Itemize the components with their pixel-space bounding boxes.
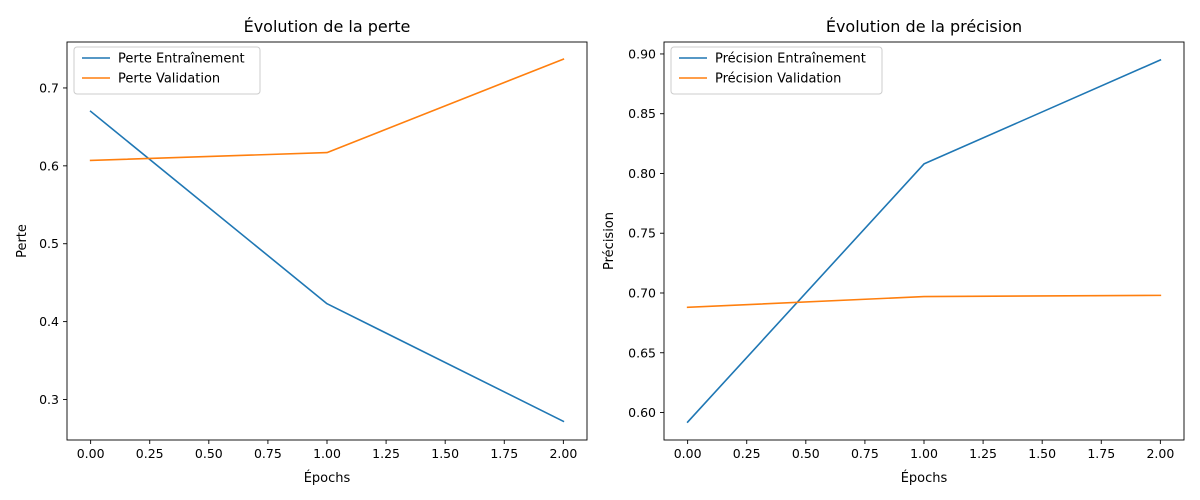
accuracy-x-tick-label: 2.00 bbox=[1146, 446, 1174, 461]
loss-y-tick-label: 0.3 bbox=[39, 392, 59, 407]
loss-legend: Perte Entraînement Perte Validation bbox=[73, 46, 261, 95]
loss-y-tick-label: 0.4 bbox=[39, 314, 59, 329]
loss-plot-frame bbox=[66, 41, 588, 441]
accuracy-x-tick-label: 0.25 bbox=[733, 446, 761, 461]
accuracy-y-tick-label: 0.65 bbox=[628, 345, 656, 360]
accuracy-x-tick-label: 0.50 bbox=[792, 446, 820, 461]
loss-x-tick-label: 1.50 bbox=[431, 446, 459, 461]
loss-x-tick-label: 0.50 bbox=[195, 446, 223, 461]
accuracy-x-tick-label: 1.25 bbox=[969, 446, 997, 461]
accuracy-legend-label-1: Précision Entraînement bbox=[715, 52, 866, 67]
accuracy-y-tick-label: 0.75 bbox=[628, 226, 656, 241]
loss-x-axis-label: Épochs bbox=[304, 470, 351, 486]
loss-y-tick-label: 0.6 bbox=[39, 158, 59, 173]
loss-y-axis-label: Perte bbox=[15, 224, 30, 258]
loss-series-line-2 bbox=[89, 58, 565, 162]
loss-x-tick-label: 1.75 bbox=[490, 446, 518, 461]
loss-x-tick-label: 0.75 bbox=[254, 446, 282, 461]
accuracy-y-tick-label: 0.90 bbox=[628, 46, 656, 61]
accuracy-chart: Évolution de la précision 0.00 0.25 0.50 0.7… bbox=[602, 17, 1185, 486]
accuracy-x-tick-label: 0.00 bbox=[674, 446, 702, 461]
loss-legend-label-1: Perte Entraînement bbox=[118, 52, 245, 67]
accuracy-y-tick-label: 0.70 bbox=[628, 285, 656, 300]
accuracy-y-tick-label: 0.85 bbox=[628, 106, 656, 121]
loss-y-tick-label: 0.5 bbox=[39, 236, 59, 251]
loss-x-tick-label: 0.25 bbox=[136, 446, 164, 461]
accuracy-x-tick-label: 1.75 bbox=[1087, 446, 1115, 461]
loss-legend-label-2: Perte Validation bbox=[118, 72, 220, 87]
accuracy-x-axis-label: Épochs bbox=[901, 470, 948, 486]
loss-x-tick-label: 1.00 bbox=[313, 446, 341, 461]
accuracy-y-tick-label: 0.80 bbox=[628, 166, 656, 181]
accuracy-series-line-2 bbox=[686, 294, 1162, 309]
accuracy-chart-title: Évolution de la précision bbox=[826, 17, 1022, 36]
accuracy-series-line-1 bbox=[686, 58, 1162, 424]
loss-series-line-1 bbox=[89, 110, 565, 423]
loss-chart-title: Évolution de la perte bbox=[244, 17, 411, 36]
accuracy-x-tick-label: 1.00 bbox=[910, 446, 938, 461]
loss-x-tick-label: 1.25 bbox=[372, 446, 400, 461]
accuracy-x-tick-label: 1.50 bbox=[1028, 446, 1056, 461]
accuracy-y-axis-label: Précision bbox=[602, 212, 617, 270]
loss-x-tick-label: 0.00 bbox=[77, 446, 105, 461]
loss-legend-box bbox=[73, 46, 261, 95]
loss-chart: Évolution de la perte 0.00 0.25 0.50 0.75 1.0… bbox=[15, 17, 588, 486]
accuracy-plot-frame bbox=[663, 41, 1185, 441]
accuracy-legend-box bbox=[670, 46, 883, 95]
accuracy-x-tick-label: 0.75 bbox=[851, 446, 879, 461]
accuracy-legend-label-2: Précision Validation bbox=[715, 72, 841, 87]
loss-y-tick-label: 0.7 bbox=[39, 80, 59, 95]
accuracy-legend: Précision Entraînement Précision Validati… bbox=[670, 46, 883, 95]
loss-x-tick-label: 2.00 bbox=[549, 446, 577, 461]
accuracy-y-tick-label: 0.60 bbox=[628, 405, 656, 420]
